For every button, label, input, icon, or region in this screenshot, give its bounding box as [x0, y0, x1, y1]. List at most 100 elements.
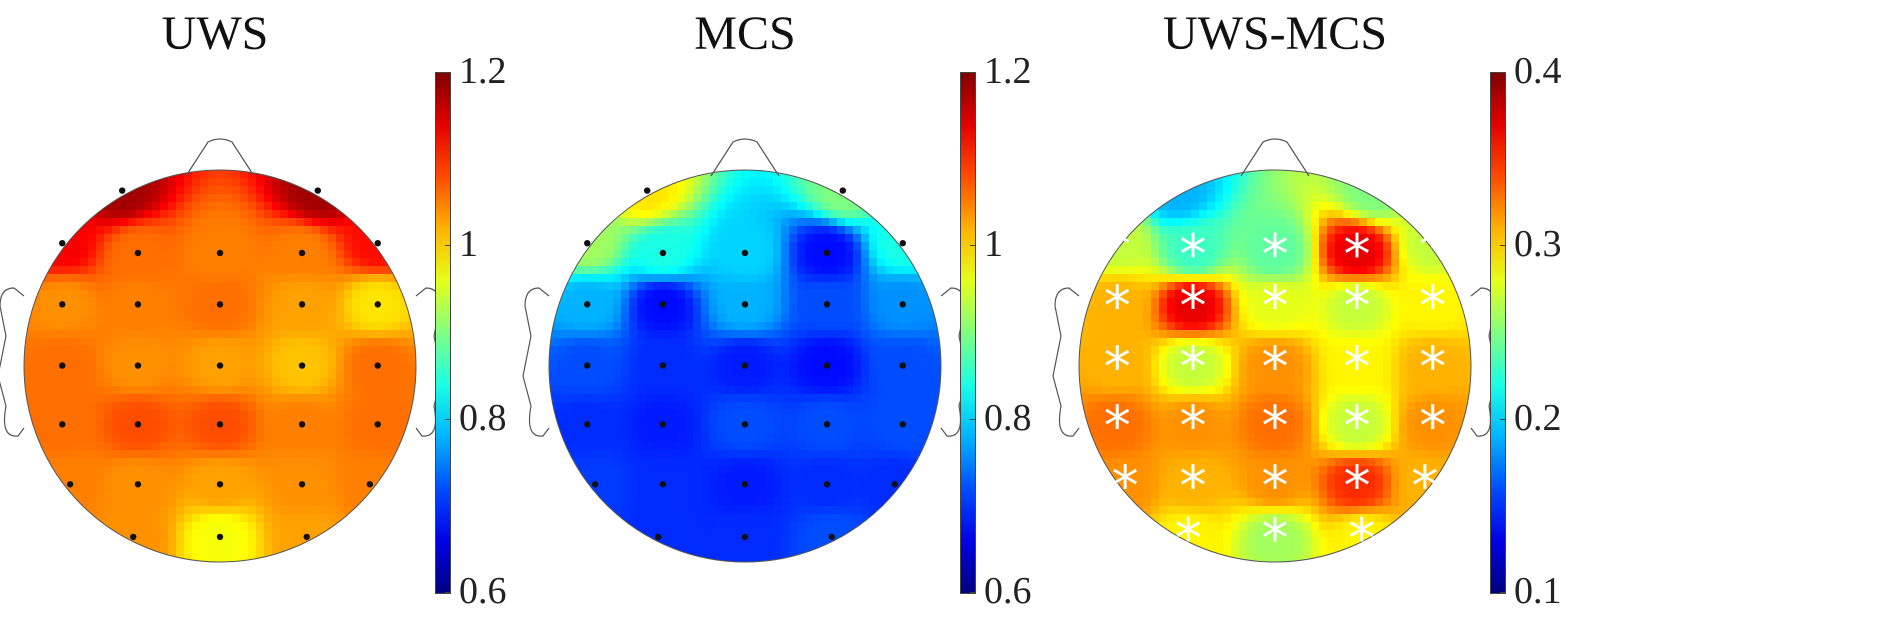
electrode-marker: [899, 421, 906, 428]
nose-outline: [710, 138, 780, 177]
colorbar-tickmark: [1500, 592, 1506, 593]
colorbar-tickmark: [445, 245, 451, 247]
colorbar-tick-label: 1: [459, 223, 478, 266]
significant-electrode-marker: *: [1175, 507, 1202, 570]
electrode-marker: [366, 481, 374, 488]
colorbar-tickmark: [970, 245, 976, 247]
nose-outline: [185, 138, 255, 177]
significant-electrode-marker: *: [1411, 454, 1438, 517]
significant-electrode-marker: *: [1262, 454, 1289, 517]
significant-electrode-marker: *: [1164, 161, 1191, 224]
electrode-marker: [374, 301, 381, 308]
electrode-marker: [66, 481, 74, 488]
significant-electrode-marker: *: [1262, 507, 1289, 570]
significant-electrode-marker: *: [1262, 223, 1289, 286]
colorbar-tick-label: 0.3: [1514, 223, 1562, 266]
colorbar-tickmark: [1500, 418, 1506, 420]
electrode-marker: [314, 187, 322, 194]
significant-electrode-marker: *: [1419, 213, 1446, 276]
electrode-marker: [59, 362, 66, 369]
significant-electrode-marker: *: [1419, 274, 1446, 337]
colorbar-tick-label: 0.1: [1514, 570, 1562, 612]
electrode-marker: [823, 249, 831, 257]
electrode-marker: [298, 301, 306, 308]
electrode-marker: [584, 362, 591, 369]
significant-electrode-marker: *: [1179, 223, 1206, 286]
electrode-marker: [659, 301, 667, 308]
electrode-marker: [741, 533, 749, 541]
electrode-marker: [899, 362, 906, 369]
electrode-marker: [134, 421, 142, 428]
topography-field: [1079, 170, 1471, 562]
colorbar-tick-label: 0.4: [1514, 50, 1562, 92]
electrode-marker: [741, 362, 749, 369]
colorbar: [435, 72, 451, 594]
electrode-marker: [741, 481, 749, 488]
electrode-marker: [216, 421, 224, 428]
significant-electrode-marker: *: [1348, 507, 1375, 570]
colorbar-tickmark: [445, 72, 451, 73]
colorbar-tickmark: [970, 72, 976, 73]
significant-electrode-marker: *: [1344, 274, 1371, 337]
significant-electrode-marker: *: [1262, 336, 1289, 399]
electrode-marker: [659, 249, 667, 257]
electrode-marker: [891, 481, 899, 488]
significant-electrode-marker: *: [1104, 213, 1131, 276]
electrode-marker: [134, 481, 142, 488]
electrode-marker: [828, 533, 835, 541]
electrode-marker: [823, 421, 831, 428]
chart-title: UWS: [161, 7, 269, 60]
significant-electrode-marker: *: [1104, 394, 1131, 457]
colorbar-tickmark: [970, 418, 976, 420]
significant-electrode-marker: *: [1262, 394, 1289, 457]
electrode-marker: [584, 239, 591, 247]
colorbar-tick-label: 0.6: [459, 570, 507, 612]
topography-field: [24, 170, 416, 562]
significant-electrode-marker: *: [1179, 454, 1206, 517]
electrode-marker: [298, 249, 306, 257]
electrode-marker: [59, 301, 66, 308]
head-outline: [548, 169, 942, 563]
significant-electrode-marker: *: [1104, 336, 1131, 399]
colorbar-tickmark: [1500, 72, 1506, 73]
colorbar-tickmark: [1500, 245, 1506, 247]
colorbar-tickmark: [445, 418, 451, 420]
electrode-marker: [823, 481, 831, 488]
chart-title: UWS-MCS: [1162, 7, 1388, 60]
electrode-marker: [899, 301, 906, 308]
electrode-marker: [823, 301, 831, 308]
left-ear-outline: [522, 287, 550, 437]
electrode-marker: [584, 301, 591, 308]
colorbar-tick-label: 0.8: [459, 396, 507, 439]
head-outline: [1078, 169, 1472, 563]
electrode-marker: [659, 421, 667, 428]
electrode-marker: [741, 421, 749, 428]
significant-electrode-marker: *: [1104, 274, 1131, 337]
chart-title: MCS: [694, 7, 796, 60]
head-outline: [23, 169, 417, 563]
electrode-marker: [899, 239, 906, 247]
significant-electrode-marker: *: [1359, 161, 1386, 224]
significant-electrode-marker: *: [1344, 394, 1371, 457]
electrode-marker: [216, 249, 224, 257]
left-ear-outline: [0, 287, 25, 437]
electrode-marker: [298, 362, 306, 369]
electrode-marker: [374, 239, 381, 247]
electrode-marker: [584, 421, 591, 428]
significant-electrode-marker: *: [1112, 454, 1139, 517]
colorbar-tick-label: 1: [984, 223, 1003, 266]
electrode-marker: [134, 362, 142, 369]
significant-electrode-marker: *: [1419, 336, 1446, 399]
colorbar-tickmark: [445, 592, 451, 593]
significant-electrode-marker: *: [1179, 336, 1206, 399]
right-ear-outline: [415, 287, 443, 437]
electrode-marker: [741, 301, 749, 308]
significant-electrode-marker: *: [1179, 394, 1206, 457]
electrode-marker: [823, 362, 831, 369]
nose-outline: [1240, 138, 1310, 177]
electrode-marker: [839, 187, 847, 194]
